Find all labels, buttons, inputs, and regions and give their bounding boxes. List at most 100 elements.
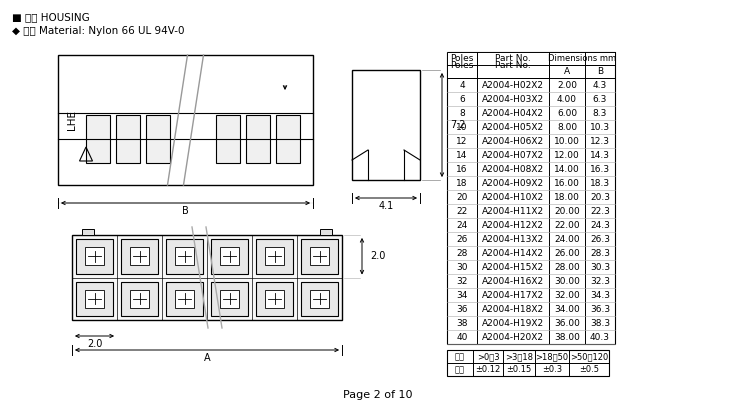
Text: 24: 24 xyxy=(457,220,468,229)
Text: 18.3: 18.3 xyxy=(590,178,610,187)
Text: 36.3: 36.3 xyxy=(590,305,610,314)
Text: 4.1: 4.1 xyxy=(378,201,394,211)
Text: A2004-H12X2: A2004-H12X2 xyxy=(482,220,544,229)
Bar xyxy=(146,115,170,163)
Bar xyxy=(166,282,203,316)
Text: 32.3: 32.3 xyxy=(590,277,610,286)
Bar xyxy=(220,290,239,308)
Text: 2.0: 2.0 xyxy=(87,339,102,349)
Bar xyxy=(265,290,284,308)
Text: 24.3: 24.3 xyxy=(590,220,610,229)
Text: 32.00: 32.00 xyxy=(554,291,580,300)
Text: Poles: Poles xyxy=(451,54,474,63)
Text: 24.00: 24.00 xyxy=(554,235,580,243)
Bar xyxy=(549,52,585,65)
Bar xyxy=(72,235,342,320)
Text: 26: 26 xyxy=(457,235,468,243)
Text: A2004-H08X2: A2004-H08X2 xyxy=(482,164,544,173)
Text: 10.00: 10.00 xyxy=(554,136,580,145)
Bar xyxy=(216,115,240,163)
Bar xyxy=(447,52,615,344)
Text: 22.3: 22.3 xyxy=(590,206,610,215)
Text: A2004-H06X2: A2004-H06X2 xyxy=(482,136,544,145)
Bar xyxy=(352,70,420,180)
Bar xyxy=(175,247,194,265)
Text: Dimensions mm: Dimensions mm xyxy=(548,54,616,63)
Text: A2004-H09X2: A2004-H09X2 xyxy=(482,178,544,187)
Bar xyxy=(121,239,158,273)
Text: 12.3: 12.3 xyxy=(590,136,610,145)
Text: A2004-H03X2: A2004-H03X2 xyxy=(482,95,544,104)
Text: 16.00: 16.00 xyxy=(554,178,580,187)
Bar xyxy=(82,229,94,235)
Bar xyxy=(549,52,615,65)
Text: 34.3: 34.3 xyxy=(590,291,610,300)
Text: 28.00: 28.00 xyxy=(554,263,580,272)
Bar xyxy=(76,239,113,273)
Bar xyxy=(246,115,270,163)
Text: 6.3: 6.3 xyxy=(593,95,607,104)
Bar xyxy=(211,239,248,273)
Bar xyxy=(301,282,338,316)
Bar xyxy=(130,247,149,265)
Bar xyxy=(76,282,113,316)
Bar xyxy=(477,52,549,78)
Text: ±0.5: ±0.5 xyxy=(579,365,599,374)
Text: A2004-H20X2: A2004-H20X2 xyxy=(482,332,544,342)
Text: 6: 6 xyxy=(459,95,465,104)
Text: 20: 20 xyxy=(457,192,468,201)
Bar xyxy=(85,247,104,265)
Text: 30: 30 xyxy=(457,263,468,272)
Bar xyxy=(276,115,300,163)
Text: >50～120: >50～120 xyxy=(570,352,608,361)
Bar xyxy=(310,290,329,308)
Text: B: B xyxy=(597,67,603,76)
Text: 12: 12 xyxy=(457,136,468,145)
Bar xyxy=(320,229,332,235)
Bar xyxy=(220,247,239,265)
Text: 34.00: 34.00 xyxy=(554,305,580,314)
Bar xyxy=(86,115,110,163)
Text: 26.00: 26.00 xyxy=(554,249,580,258)
Bar xyxy=(175,290,194,308)
Text: 2.0: 2.0 xyxy=(370,251,386,261)
Text: >3～18: >3～18 xyxy=(505,352,533,361)
Text: 14: 14 xyxy=(457,150,468,159)
Text: A2004-H05X2: A2004-H05X2 xyxy=(482,122,544,132)
Text: >0～3: >0～3 xyxy=(477,352,499,361)
Text: 14.3: 14.3 xyxy=(590,150,610,159)
Text: 4.3: 4.3 xyxy=(593,81,607,90)
Text: A: A xyxy=(203,353,210,363)
Text: A2004-H14X2: A2004-H14X2 xyxy=(482,249,544,258)
Text: 8: 8 xyxy=(459,109,465,118)
Text: 38: 38 xyxy=(457,319,468,328)
Text: A2004-H16X2: A2004-H16X2 xyxy=(482,277,544,286)
Bar xyxy=(121,282,158,316)
Text: A2004-H02X2: A2004-H02X2 xyxy=(482,81,544,90)
Text: 8.3: 8.3 xyxy=(593,109,607,118)
Bar xyxy=(256,239,293,273)
Bar xyxy=(447,52,477,78)
Text: B: B xyxy=(182,206,189,216)
Text: >18～50: >18～50 xyxy=(535,352,569,361)
Bar xyxy=(477,52,549,78)
Text: Poles: Poles xyxy=(451,60,474,69)
Text: 30.3: 30.3 xyxy=(590,263,610,272)
Bar xyxy=(85,290,104,308)
Text: Page 2 of 10: Page 2 of 10 xyxy=(343,390,413,400)
Bar xyxy=(211,282,248,316)
Text: A2004-H04X2: A2004-H04X2 xyxy=(482,109,544,118)
Bar xyxy=(116,115,140,163)
Text: A2004-H07X2: A2004-H07X2 xyxy=(482,150,544,159)
Text: 38.3: 38.3 xyxy=(590,319,610,328)
Text: 32: 32 xyxy=(457,277,468,286)
Text: 16: 16 xyxy=(457,164,468,173)
Text: 40.3: 40.3 xyxy=(590,332,610,342)
Bar xyxy=(256,282,293,316)
Text: 38.00: 38.00 xyxy=(554,332,580,342)
Bar xyxy=(585,52,615,65)
Text: 4.00: 4.00 xyxy=(557,95,577,104)
Text: 12.00: 12.00 xyxy=(554,150,580,159)
Text: 4: 4 xyxy=(459,81,465,90)
Text: 范図: 范図 xyxy=(455,352,465,361)
